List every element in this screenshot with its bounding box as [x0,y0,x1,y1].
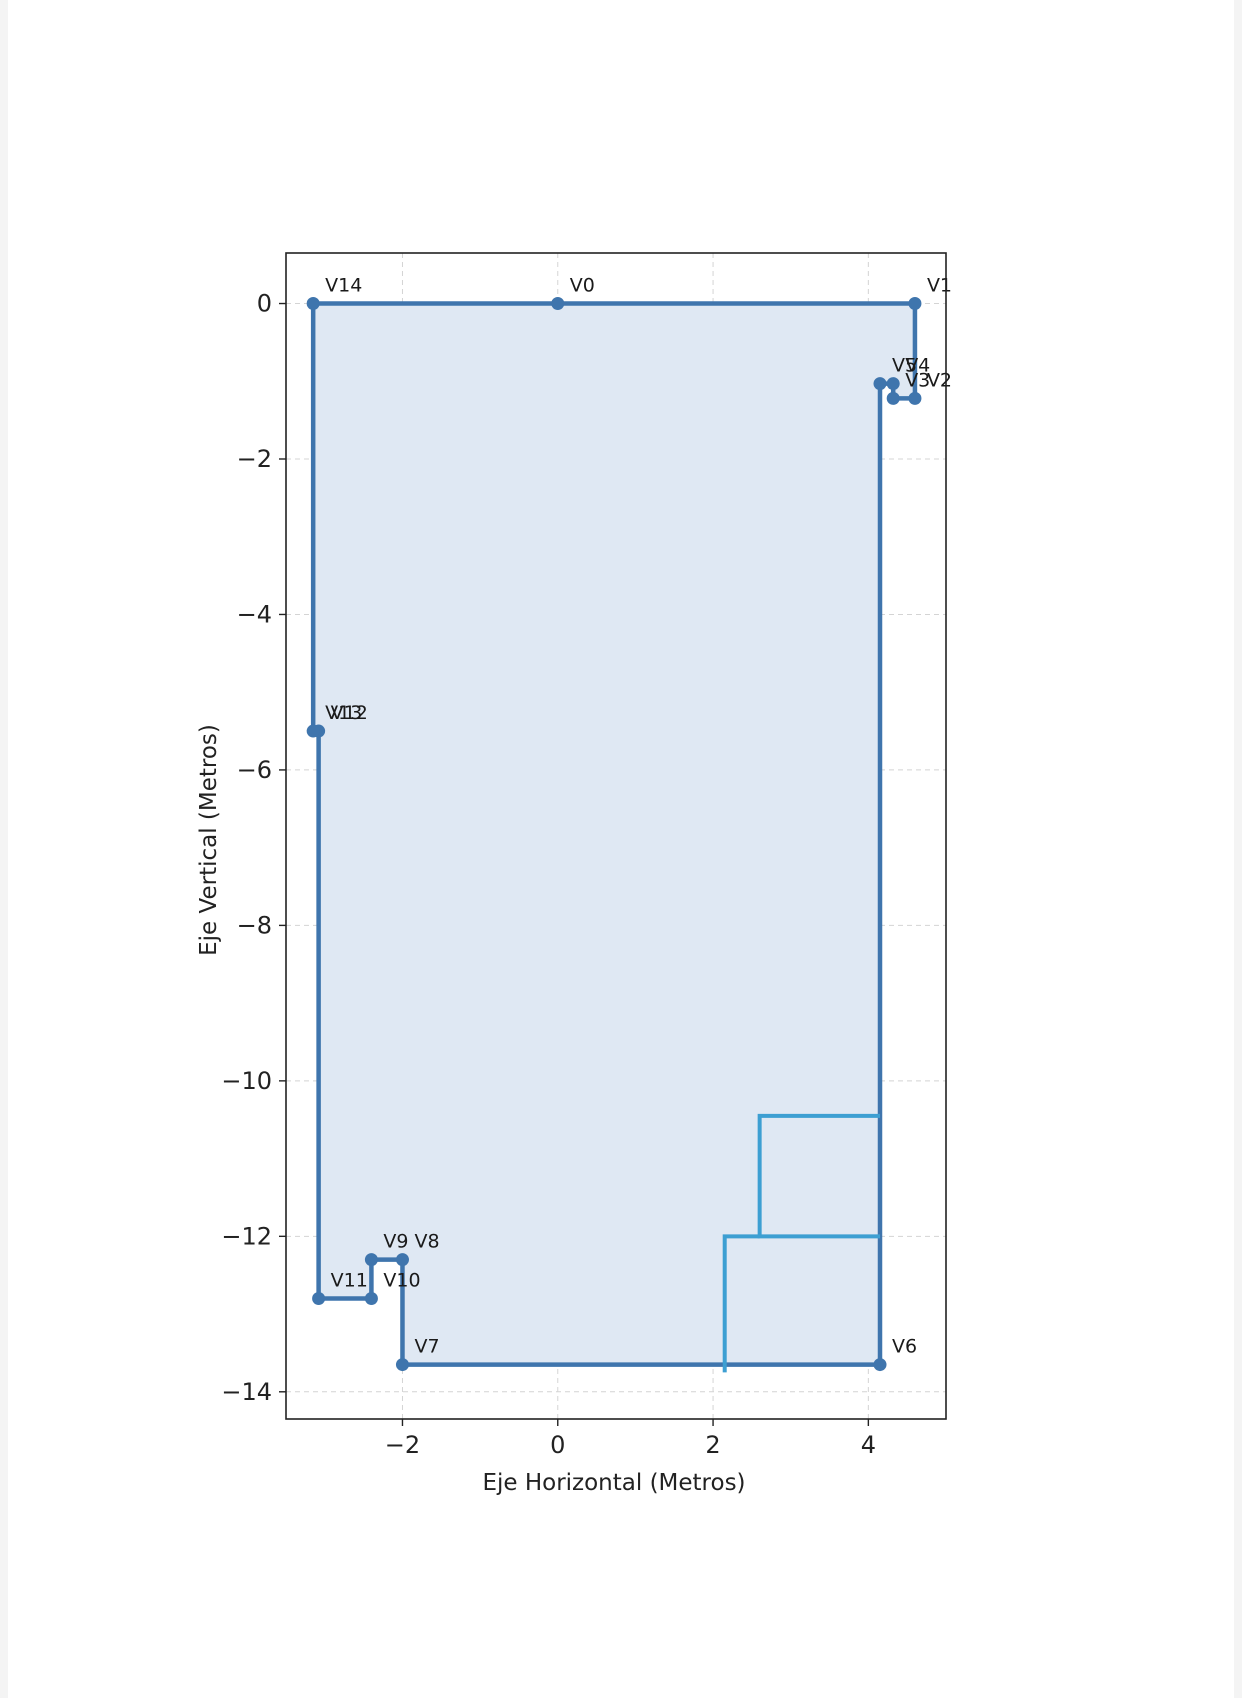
vertex-points-layer [306,297,922,1372]
vertex-marker [908,391,922,405]
vertex-label: V9 [383,1231,408,1253]
y-tick-label: −12 [221,1222,272,1250]
y-tick-label: −10 [221,1067,272,1095]
vertex-marker [908,297,922,311]
page-background: V0 V1 V2 V3 V4 V5 V6 V7 V8 V9 V10 V11 V12 V13 V14 −2 0 2… [8,0,1234,1698]
y-tick-label: −14 [221,1378,272,1406]
vertex-label: V7 [414,1336,439,1358]
axis-ticks-layer: −2 0 2 4 0 −2 −4 −6 −8 −10 −12 −14 [221,290,876,1459]
x-axis-label: Eje Horizontal (Metros) [482,1470,745,1496]
vertex-label: V13 [325,702,362,724]
vertex-marker [306,724,320,738]
x-tick-label: 4 [861,1431,876,1459]
vertex-marker [886,391,900,405]
overlay-line [722,1234,760,1373]
vertex-marker [312,1292,326,1306]
x-tick-label: −2 [385,1431,420,1459]
plot-shape-layer [310,301,918,1367]
vertex-label: V1 [927,275,952,297]
vertex-label: V14 [325,275,362,297]
floor-area-fill [313,303,915,1365]
vertex-label: V5 [892,355,917,377]
vertex-label: V0 [570,275,595,297]
y-tick-label: −8 [237,911,272,939]
vertex-marker [873,1358,887,1372]
vertex-marker [364,1253,378,1267]
vertex-marker [364,1292,378,1306]
vertex-marker [873,377,887,391]
y-tick-label: −4 [237,600,272,628]
vertex-label: V3 [905,369,930,391]
vertex-marker [395,1358,409,1372]
plot-area-frame [285,252,947,1420]
overlay-lines-layer [722,1113,880,1373]
vertex-marker [306,297,320,311]
vertex-marker [886,377,900,391]
vertex-label: V6 [892,1336,917,1358]
y-tick-label: 0 [257,290,272,318]
vertex-label: V12 [331,702,368,724]
overlay-line [757,1113,880,1239]
y-tick-label: −6 [237,756,272,784]
vertex-label: V4 [905,355,930,377]
vertex-marker [395,1253,409,1267]
vertex-label: V11 [331,1270,368,1292]
vertex-label: V8 [414,1231,439,1253]
x-tick-label: 2 [705,1431,720,1459]
vertex-label: V10 [383,1270,420,1292]
vertex-marker [551,297,565,311]
y-tick-label: −2 [237,445,272,473]
vertex-label: V2 [927,369,952,391]
y-axis-label: Eje Vertical (Metros) [196,724,222,956]
x-tick-label: 0 [550,1431,565,1459]
